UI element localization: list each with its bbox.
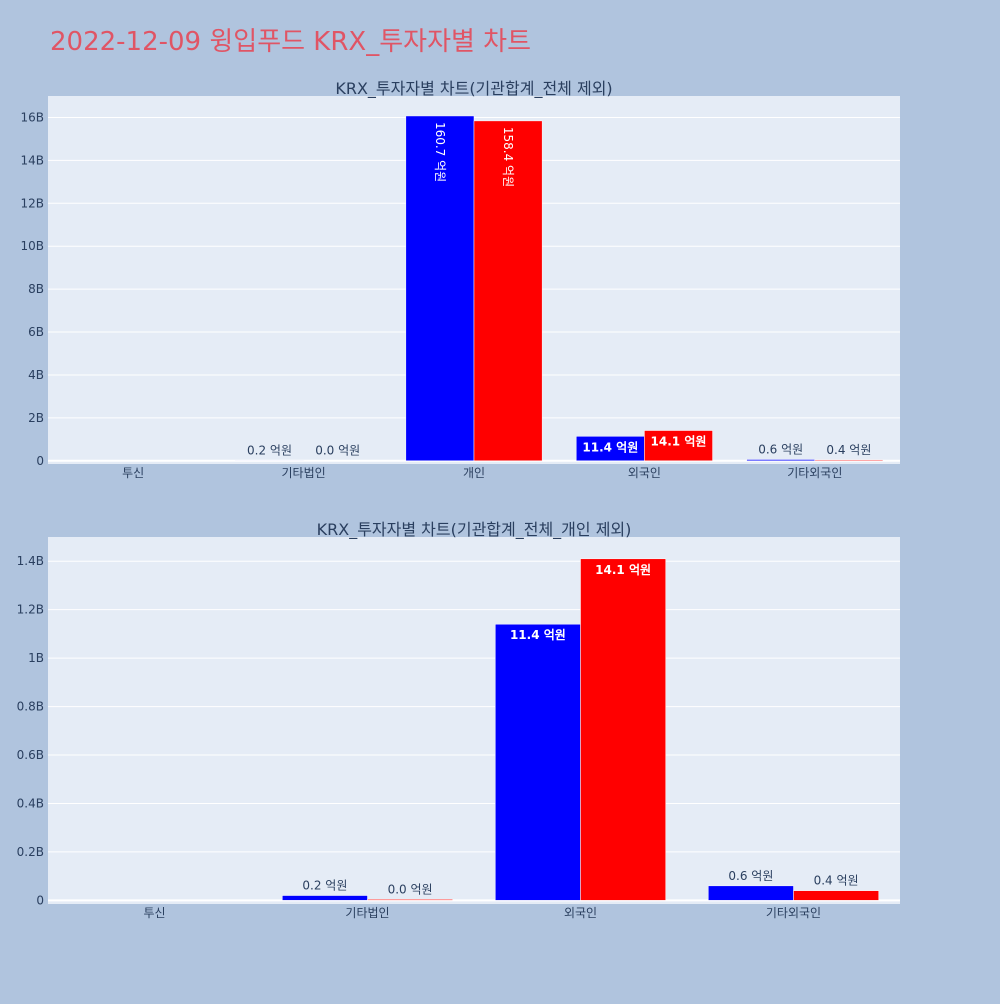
data-label: 0.2 억원: [247, 443, 292, 457]
x-tick-label: 개인: [463, 466, 485, 480]
x-tick-label: 외국인: [564, 906, 597, 920]
y-tick-label: 14B: [20, 153, 44, 167]
data-label: 0.4 억원: [826, 443, 871, 457]
y-tick-label: 2B: [28, 411, 44, 425]
data-label: 0.6 억원: [728, 869, 773, 883]
x-tick-label: 기타외국인: [787, 466, 842, 480]
y-tick-label: 1B: [28, 651, 44, 665]
y-tick-label: 12B: [20, 196, 44, 210]
bar: [747, 459, 815, 460]
chart-title: KRX_투자자별 차트(기관합계_전체_개인 제외): [317, 520, 632, 540]
x-tick-label: 외국인: [628, 466, 661, 480]
bar: [368, 899, 453, 900]
data-label: 0.4 억원: [814, 874, 859, 888]
y-tick-label: 0.4B: [17, 796, 44, 810]
bar: [495, 624, 580, 900]
bar: [815, 460, 883, 461]
data-label: 14.1 억원: [595, 563, 651, 577]
chart-2: 0 0.2B 0.4B 0.6B 0.8B 1B 1.2B 1.4B KRX_투자자별 차트(기…: [17, 520, 900, 920]
x-tick-label: 기타법인: [282, 466, 326, 480]
data-label: 14.1 억원: [651, 435, 707, 449]
y-tick-label: 8B: [28, 282, 44, 296]
y-tick-label: 6B: [28, 325, 44, 339]
bar: [708, 886, 793, 901]
data-label: 11.4 억원: [510, 628, 566, 642]
y-tick-label: 10B: [20, 239, 44, 253]
y-tick-label: 0.6B: [17, 748, 44, 762]
data-label: 158.4 억원: [501, 127, 515, 187]
plot-area: [48, 537, 900, 904]
x-tick-label: 기타외국인: [766, 906, 821, 920]
page-title: 2022-12-09 윙입푸드 KRX_투자자별 차트: [50, 27, 531, 57]
y-tick-label: 0.2B: [17, 845, 44, 859]
x-tick-label: 투신: [122, 466, 144, 480]
data-label: 0.0 억원: [315, 444, 360, 458]
x-tick-label: 투신: [143, 906, 165, 920]
y-tick-label: 0: [36, 893, 44, 907]
bar: [794, 891, 879, 901]
chart-title: KRX_투자자별 차트(기관합계_전체 제외): [335, 79, 612, 99]
bar: [581, 559, 666, 901]
data-label: 11.4 억원: [582, 440, 638, 454]
data-label: 0.0 억원: [388, 882, 433, 896]
y-tick-label: 4B: [28, 368, 44, 382]
data-label: 0.2 억원: [302, 879, 347, 893]
y-tick-label: 1.2B: [17, 603, 44, 617]
y-tick-label: 0: [36, 454, 44, 468]
chart-1: 0 2B 4B 6B 8B 10B 12B 14B 16B KRX_투자자별 차트(기관합계_전체…: [20, 79, 900, 480]
x-tick-label: 기타법인: [345, 906, 389, 920]
data-label: 160.7 억원: [433, 122, 447, 182]
y-tick-label: 0.8B: [17, 700, 44, 714]
y-tick-label: 1.4B: [17, 554, 44, 568]
y-tick-label: 16B: [20, 110, 44, 124]
bar: [282, 896, 367, 901]
data-label: 0.6 억원: [758, 442, 803, 456]
